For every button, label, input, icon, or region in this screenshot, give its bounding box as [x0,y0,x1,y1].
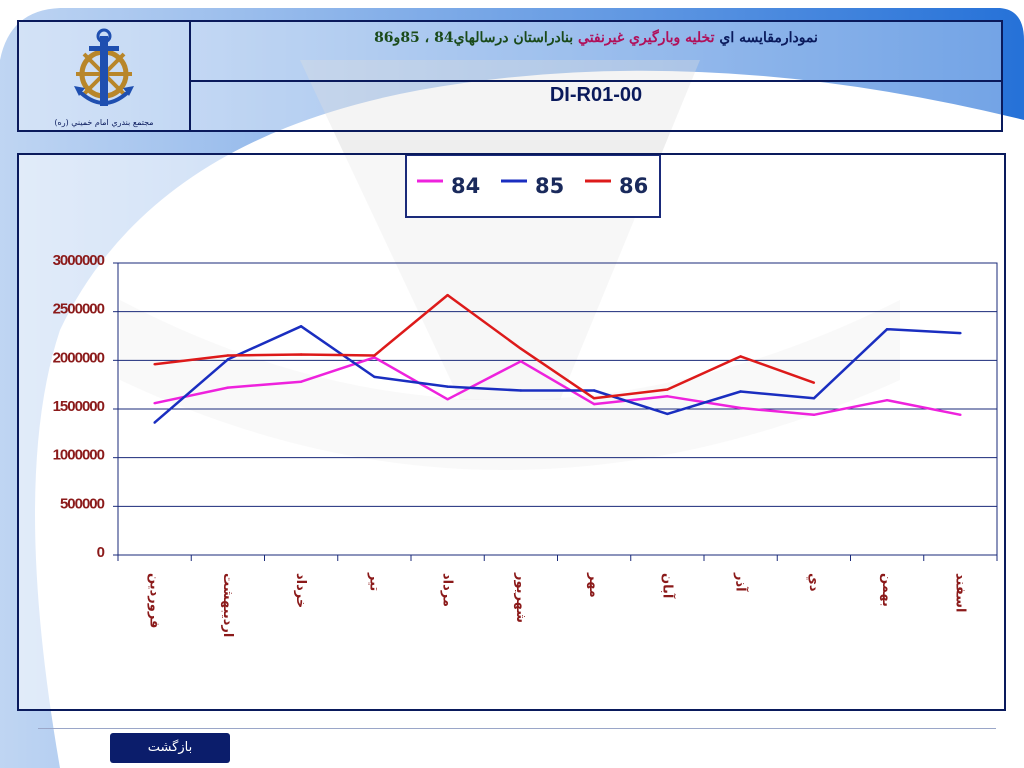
x-tick-label: مهر [586,572,601,598]
data-point [666,395,669,398]
x-tick-label: اسفند [952,573,967,612]
y-tick-label: 1000000 [53,447,105,464]
back-button[interactable]: بازگشت [110,733,230,763]
data-point [226,358,230,361]
x-tick-label: ارديبهشت [220,573,235,637]
data-point [592,389,596,392]
x-tick-label: فروردين [147,573,162,628]
data-point [959,413,962,417]
organization-caption: مجتمع بندري امام خميني (ره) [54,118,154,127]
anchor-logo-icon [74,28,134,106]
x-tick-label: تير [366,572,381,591]
series-line-86 [154,293,815,400]
legend: 84 85 86 [405,155,661,218]
chart-container: 0 500000 1000000 1500000 2000000 2500000 30000… [17,153,1006,711]
y-tick-label: 2000000 [53,349,105,366]
data-point [153,401,156,405]
data-point [373,354,376,357]
data-point [299,353,303,356]
grid-lines [118,262,997,556]
data-point [666,412,669,416]
data-point [446,385,449,388]
data-point [739,406,742,410]
title-part-1: نمودارمقايسه اي [719,30,818,46]
data-point [226,386,230,389]
data-point [666,388,669,391]
data-point [519,360,523,363]
x-tick-label: بهمن [879,573,894,607]
header-table: مجتمع بندري امام خميني (ره) نمودارمقايسه… [17,20,1003,132]
x-tick-label: مرداد [440,573,455,607]
data-point [446,293,449,297]
title-part-3: بنادراستان درسالهاي84 ، 85و86 [374,30,574,46]
data-point [299,380,303,383]
data-point [226,354,230,357]
data-point [519,347,523,350]
data-point [446,398,449,401]
data-point [519,389,523,392]
y-tick-label: 500000 [60,495,105,512]
x-tick-label: شهريور [513,572,528,623]
data-point [812,413,816,417]
data-point [739,390,742,393]
y-tick-label: 0 [97,544,105,561]
document-code: DI-R01-00 [549,84,643,106]
footer-divider [38,728,996,729]
legend-box [405,155,661,218]
data-point [885,327,889,331]
data-point [592,402,596,406]
axes [113,262,998,561]
data-point [153,363,156,366]
data-point [885,399,889,402]
x-tick-labels: فروردين ارديبهشت خرداد تير مرداد شهريور مهر آبا… [147,572,968,637]
title-part-2: تخليه وبارگيري غيرنفتي [578,30,715,46]
data-point [153,421,156,424]
legend-label: 84 [451,174,480,198]
data-point [812,397,816,400]
series-line-84 [154,356,961,417]
series-line-85 [153,325,961,424]
data-point [299,325,303,328]
x-tick-label: آذر [733,572,750,592]
x-tick-label: دي [806,573,821,592]
y-tick-label: 1500000 [53,398,105,415]
title-row: نمودارمقايسه اي تخليه وبارگيري غيرنفتي ب… [191,22,1001,82]
y-tick-label: 2500000 [53,301,105,318]
data-point [739,355,742,358]
data-point [373,375,376,379]
data-point [373,356,376,359]
data-point [959,331,962,335]
x-tick-label: خرداد [293,573,308,608]
series-lines [153,293,962,424]
line-chart: 0 500000 1000000 1500000 2000000 2500000 30000… [53,155,998,637]
data-point [592,397,596,400]
y-tick-label: 3000000 [53,252,105,269]
y-tick-labels: 0 500000 1000000 1500000 2000000 2500000 30000… [53,252,106,561]
legend-label: 85 [535,174,564,198]
logo-cell: مجتمع بندري امام خميني (ره) [19,22,191,130]
x-tick-label: آبان [659,573,676,599]
legend-label: 86 [619,174,648,198]
data-point [812,381,816,384]
page-title: نمودارمقايسه اي تخليه وبارگيري غيرنفتي ب… [191,30,1001,46]
